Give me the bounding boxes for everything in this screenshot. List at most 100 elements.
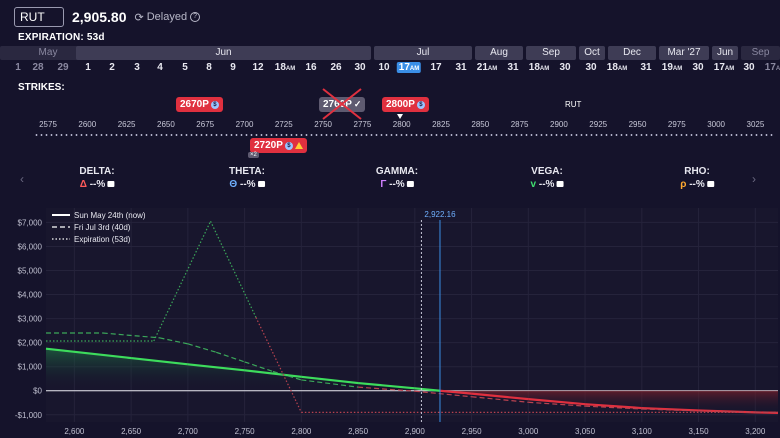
series-0-segment	[301, 375, 359, 385]
strike-leg-2800P[interactable]: 2800P $	[382, 97, 429, 112]
expiration-day-5[interactable]: 3	[134, 62, 140, 73]
strike-leg-2670P[interactable]: 2670P $	[176, 97, 223, 112]
expiration-day-25[interactable]: 31	[640, 62, 652, 73]
strikes-label: STRIKES:	[18, 82, 65, 93]
current-price-label: 2,922.16	[424, 210, 456, 219]
expiration-day-26[interactable]: 19AM	[661, 62, 683, 73]
strike-axis[interactable]: 2575 2600 2625 2650 2675 2700 2725 2750 2775 2800…	[0, 112, 780, 138]
expiration-day-12[interactable]: 16	[305, 62, 317, 73]
strike-tick-label: 2650	[156, 120, 175, 129]
chevron-right-icon[interactable]: ›	[752, 172, 756, 186]
greek-symbol: Γ	[380, 179, 390, 190]
x-tick-label: 2,850	[348, 427, 369, 436]
expiration-day-30[interactable]: 17AM	[764, 62, 780, 73]
month-tab-8[interactable]: Jun	[712, 46, 738, 60]
expiration-day-7[interactable]: 5	[182, 62, 188, 73]
greek-gamma: GAMMA: Γ --%	[376, 166, 418, 190]
series-2-segment	[210, 220, 257, 318]
expiration-day-6[interactable]: 4	[157, 62, 163, 73]
month-tab-0[interactable]: May	[0, 46, 96, 60]
expiration-day-20[interactable]: 31	[507, 62, 519, 73]
expiration-day-16[interactable]: 17AM	[396, 62, 422, 73]
series-0-segment	[414, 387, 440, 392]
series-1-segment	[358, 386, 415, 392]
series-0-segment	[130, 356, 188, 366]
month-tab-2[interactable]: Jul	[374, 46, 472, 60]
help-icon[interactable]: ?	[190, 12, 201, 22]
leg-label: 2720P	[254, 140, 283, 151]
ticker-input[interactable]	[14, 7, 64, 27]
expiration-day-19[interactable]: 21AM	[476, 62, 498, 73]
lock-icon	[257, 181, 265, 188]
greek-name: VEGA:	[531, 166, 563, 177]
strike-tick-label: 2850	[471, 120, 490, 129]
strike-tick-label: 2625	[117, 120, 136, 129]
expiration-day-4[interactable]: 2	[109, 62, 115, 73]
rut-marker-label: RUT	[565, 100, 582, 109]
month-tab-9[interactable]: Sep	[741, 46, 780, 60]
dollar-icon: $	[284, 141, 293, 150]
quantity-badge: ×2	[248, 152, 259, 158]
x-tick-label: 2,750	[235, 427, 256, 436]
greek-value-text: --%	[689, 179, 705, 190]
expiration-day-17[interactable]: 17	[430, 62, 442, 73]
leg-label: 2670P	[180, 99, 209, 110]
strike-tick-label: 2950	[628, 120, 647, 129]
expiration-day-23[interactable]: 30	[585, 62, 597, 73]
month-tab-5[interactable]: Oct	[579, 46, 605, 60]
expiration-day-0[interactable]: 1	[15, 62, 21, 73]
expiration-day-11[interactable]: 18AM	[274, 62, 296, 73]
expiration-day-8[interactable]: 8	[206, 62, 212, 73]
expiration-day-15[interactable]: 10	[378, 62, 390, 73]
month-tab-6[interactable]: Dec	[608, 46, 656, 60]
legend-entry: Sun May 24th (now)	[74, 211, 146, 220]
greek-value-text: --%	[538, 179, 555, 190]
series-2-segment	[255, 317, 302, 413]
y-tick-label: $7,000	[18, 218, 43, 227]
expiration-day-9[interactable]: 9	[230, 62, 236, 73]
x-tick-label: 3,150	[689, 427, 710, 436]
greek-name: RHO:	[684, 166, 710, 177]
expiration-day-10[interactable]: 12	[252, 62, 264, 73]
expiration-day-3[interactable]: 1	[85, 62, 91, 73]
current-price-marker	[397, 114, 403, 119]
month-tab-7[interactable]: Mar '27	[659, 46, 709, 60]
expiration-day-18[interactable]: 31	[455, 62, 467, 73]
series-0-segment	[45, 347, 132, 360]
strike-tick-label: 2600	[78, 120, 97, 129]
expiration-day-2[interactable]: 29	[57, 62, 69, 73]
delayed-status[interactable]: ⟳ Delayed ?	[135, 11, 201, 24]
series-1-segment	[102, 332, 160, 339]
month-tab-3[interactable]: Aug	[475, 46, 523, 60]
month-tab-1[interactable]: Jun	[76, 46, 371, 60]
expiration-day-21[interactable]: 18AM	[528, 62, 550, 73]
strike-leg-2760P[interactable]: 2760P ✓	[319, 88, 366, 120]
expiration-day-22[interactable]: 30	[559, 62, 571, 73]
greek-name: THETA:	[229, 166, 265, 177]
y-tick-label: $6,000	[18, 242, 43, 251]
expiration-day-29[interactable]: 30	[743, 62, 755, 73]
strike-tick-label: 3000	[707, 120, 725, 129]
chevron-left-icon[interactable]: ‹	[20, 172, 24, 186]
series-0-segment	[187, 363, 245, 372]
expiration-day-13[interactable]: 26	[330, 62, 342, 73]
greek-value-text: --%	[89, 179, 106, 190]
series-0-segment	[471, 392, 529, 401]
x-tick-label: 2,600	[64, 427, 85, 436]
series-1-segment	[471, 396, 529, 403]
series-0-segment	[641, 406, 699, 412]
pnl-chart[interactable]: 2,600 2,650 2,700 2,750 2,800 2,850 2,900 2,950…	[0, 206, 780, 438]
lock-icon	[406, 181, 414, 188]
month-tab-4[interactable]: Sep	[526, 46, 576, 60]
expiration-day-27[interactable]: 30	[692, 62, 704, 73]
check-icon: ✓	[353, 99, 362, 109]
expiration-day-28[interactable]: 17AM	[713, 62, 735, 73]
expiration-day-14[interactable]: 30	[354, 62, 366, 73]
expiration-day-24[interactable]: 18AM	[606, 62, 628, 73]
greek-value: ρ --%	[680, 179, 714, 190]
expiration-day-1[interactable]: 28	[32, 62, 44, 73]
strike-leg-2720P[interactable]: 2720P $	[250, 138, 307, 153]
refresh-icon[interactable]: ⟳	[134, 11, 144, 24]
loss-area	[439, 390, 778, 413]
strike-dots	[34, 134, 774, 136]
